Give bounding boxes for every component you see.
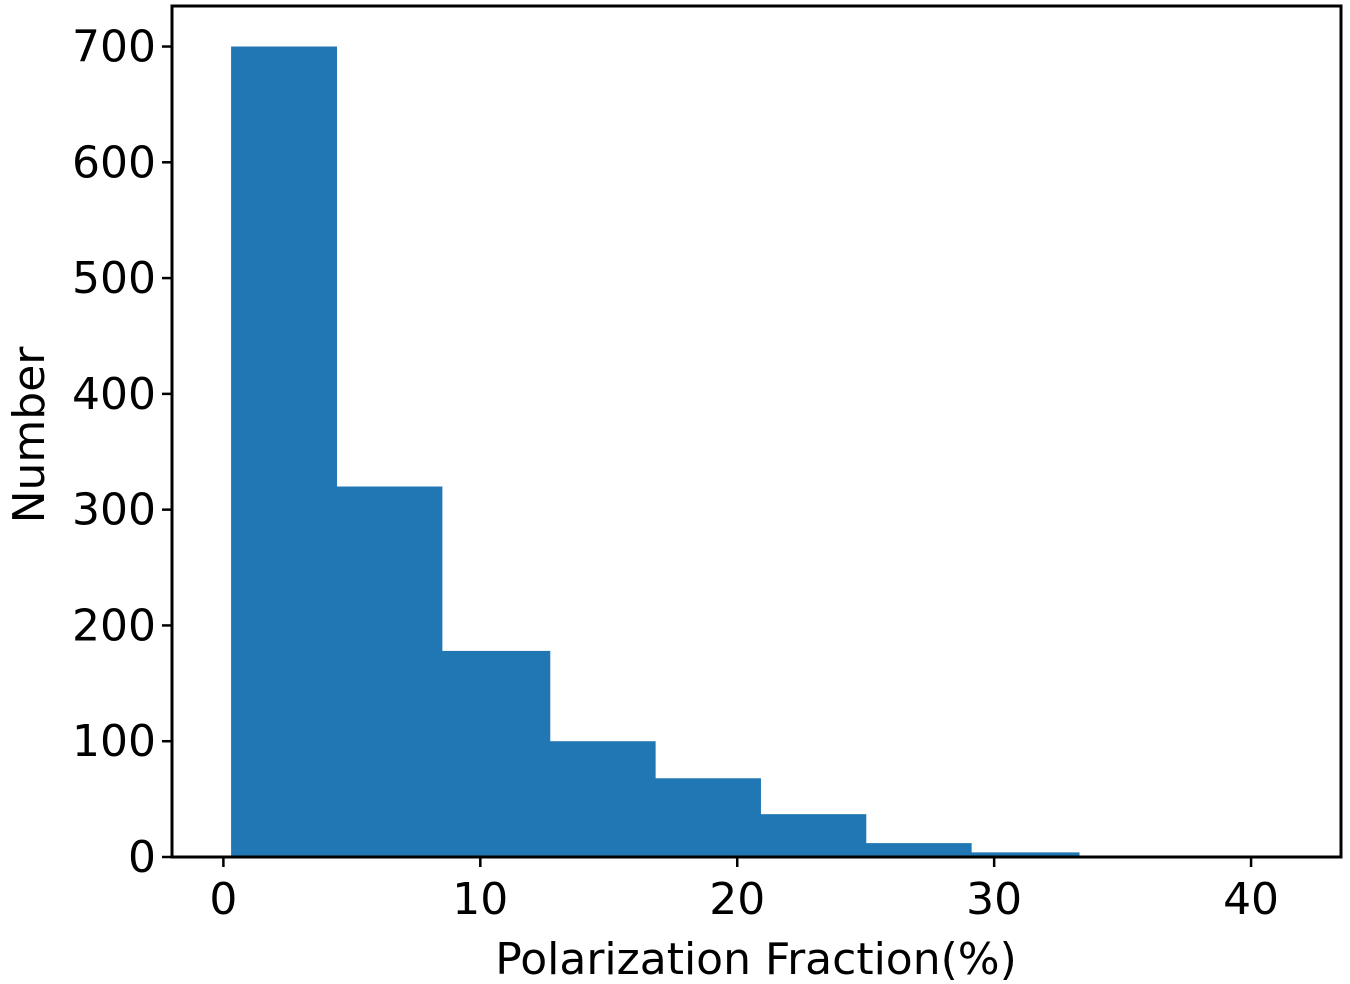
- histogram-bar-3: [549, 741, 656, 857]
- y-axis-label: Number: [4, 346, 55, 524]
- x-tick-label: 20: [709, 874, 765, 925]
- histogram-bar-2: [441, 650, 551, 857]
- y-tick-label: 700: [72, 22, 156, 73]
- plot-frame: [170, 4, 1343, 859]
- histogram-bars: [231, 46, 1291, 857]
- histogram-bar-0: [231, 46, 338, 857]
- x-axis-ticks: 0 10 20 30 40: [209, 857, 1279, 925]
- y-tick-label: 200: [72, 600, 156, 651]
- histogram-bar-7: [971, 852, 1080, 857]
- y-tick-label: 100: [72, 716, 156, 767]
- y-axis-ticks: 0 100 200 300 400 500 600 700: [72, 22, 172, 883]
- y-tick-label: 500: [72, 253, 156, 304]
- x-tick-label: 40: [1223, 874, 1279, 925]
- x-tick-label: 30: [966, 874, 1022, 925]
- x-tick-label: 10: [452, 874, 508, 925]
- x-tick-label: 0: [209, 874, 237, 925]
- histogram-bar-4: [655, 778, 761, 857]
- histogram-bar-1: [336, 486, 443, 857]
- y-tick-label: 300: [72, 485, 156, 536]
- y-tick-label: 400: [72, 369, 156, 420]
- y-tick-label: 600: [72, 137, 156, 188]
- x-axis-label: Polarization Fraction(%): [495, 934, 1017, 984]
- histogram-bar-5: [760, 814, 867, 857]
- y-tick-label: 0: [128, 832, 156, 883]
- histogram-bar-6: [865, 843, 972, 857]
